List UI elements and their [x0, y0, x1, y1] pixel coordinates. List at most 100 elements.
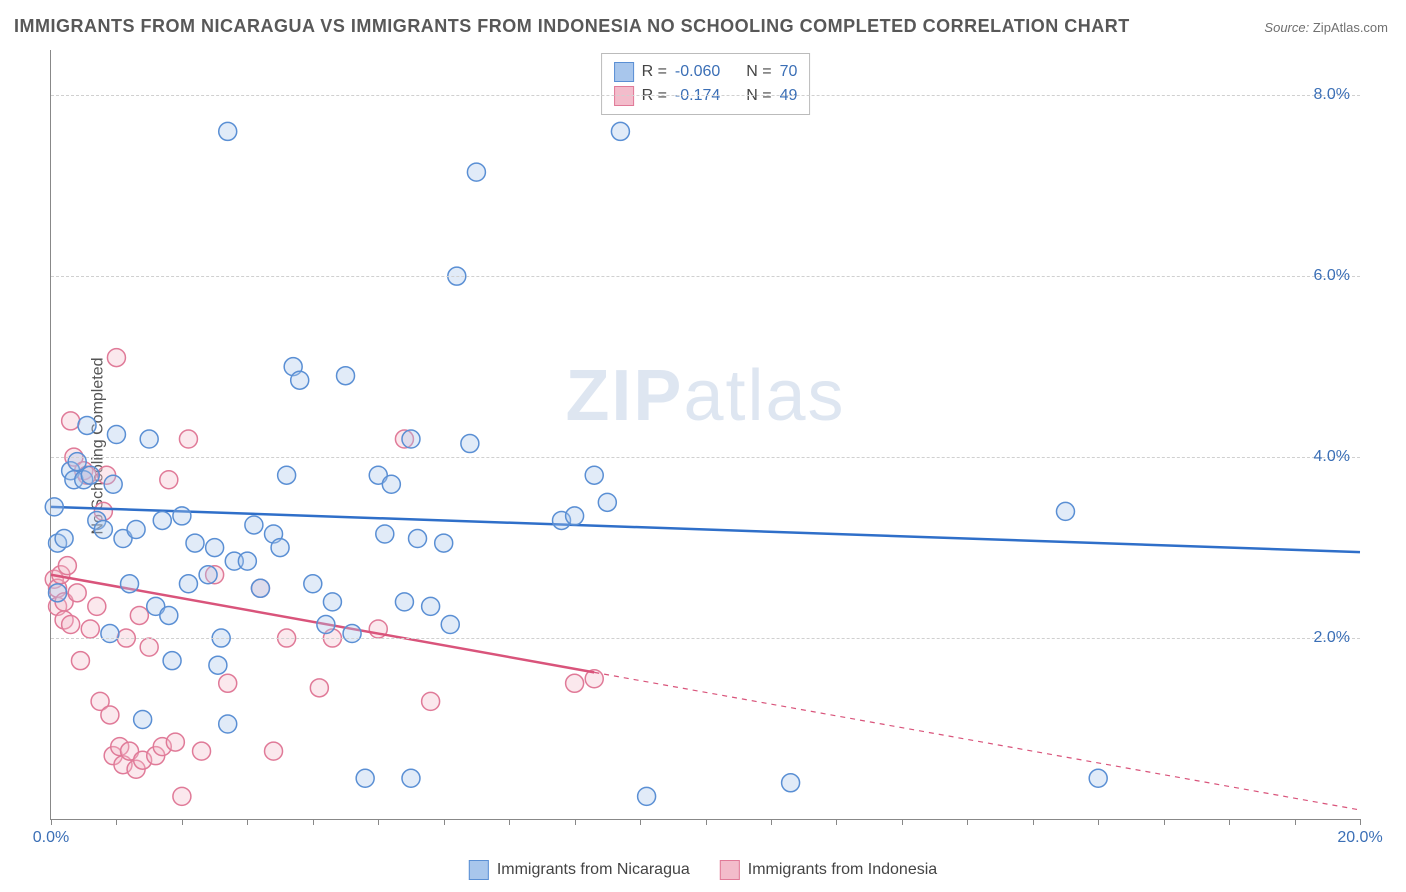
series-legend: Immigrants from Nicaragua Immigrants fro…	[469, 860, 937, 880]
scatter-point-nicaragua	[402, 430, 420, 448]
scatter-point-nicaragua	[461, 435, 479, 453]
gridline	[51, 95, 1360, 96]
x-tick	[51, 819, 52, 825]
scatter-point-indonesia	[310, 679, 328, 697]
scatter-point-indonesia	[81, 620, 99, 638]
scatter-point-indonesia	[193, 742, 211, 760]
legend-n-label: N =	[746, 60, 771, 84]
scatter-point-indonesia	[58, 557, 76, 575]
scatter-point-nicaragua	[1056, 502, 1074, 520]
y-tick-label: 8.0%	[1314, 86, 1350, 104]
y-tick-label: 2.0%	[1314, 629, 1350, 647]
legend-label-nicaragua: Immigrants from Nicaragua	[497, 861, 690, 879]
scatter-point-nicaragua	[104, 475, 122, 493]
scatter-point-nicaragua	[245, 516, 263, 534]
x-tick	[378, 819, 379, 825]
scatter-point-nicaragua	[101, 625, 119, 643]
scatter-point-nicaragua	[441, 615, 459, 633]
x-tick	[444, 819, 445, 825]
legend-swatch-nicaragua	[614, 62, 634, 82]
legend-n-value-nicaragua: 70	[780, 60, 798, 84]
scatter-point-nicaragua	[317, 615, 335, 633]
scatter-point-indonesia	[62, 412, 80, 430]
scatter-point-nicaragua	[782, 774, 800, 792]
trend-line-dashed-indonesia	[594, 672, 1360, 810]
scatter-point-nicaragua	[55, 530, 73, 548]
scatter-point-nicaragua	[323, 593, 341, 611]
legend-row-nicaragua: R = -0.060 N = 70	[614, 60, 798, 84]
scatter-point-nicaragua	[68, 453, 86, 471]
scatter-point-nicaragua	[199, 566, 217, 584]
scatter-point-nicaragua	[127, 520, 145, 538]
scatter-point-nicaragua	[435, 534, 453, 552]
x-tick	[836, 819, 837, 825]
scatter-point-nicaragua	[382, 475, 400, 493]
scatter-point-nicaragua	[134, 710, 152, 728]
scatter-point-indonesia	[62, 615, 80, 633]
scatter-point-nicaragua	[271, 539, 289, 557]
scatter-point-nicaragua	[291, 371, 309, 389]
scatter-point-nicaragua	[1089, 769, 1107, 787]
scatter-point-nicaragua	[638, 787, 656, 805]
scatter-point-indonesia	[107, 349, 125, 367]
scatter-point-nicaragua	[219, 122, 237, 140]
scatter-point-nicaragua	[121, 575, 139, 593]
x-tick	[1229, 819, 1230, 825]
x-tick	[1164, 819, 1165, 825]
scatter-point-nicaragua	[186, 534, 204, 552]
x-tick	[509, 819, 510, 825]
scatter-point-nicaragua	[173, 507, 191, 525]
scatter-point-nicaragua	[566, 507, 584, 525]
x-tick	[313, 819, 314, 825]
scatter-point-indonesia	[173, 787, 191, 805]
chart-container: IMMIGRANTS FROM NICARAGUA VS IMMIGRANTS …	[0, 0, 1406, 892]
scatter-point-nicaragua	[337, 367, 355, 385]
scatter-point-nicaragua	[163, 652, 181, 670]
scatter-point-nicaragua	[209, 656, 227, 674]
scatter-point-nicaragua	[49, 584, 67, 602]
chart-title: IMMIGRANTS FROM NICARAGUA VS IMMIGRANTS …	[14, 16, 1130, 37]
scatter-point-nicaragua	[206, 539, 224, 557]
x-tick	[116, 819, 117, 825]
scatter-point-nicaragua	[78, 416, 96, 434]
scatter-point-indonesia	[88, 597, 106, 615]
scatter-point-nicaragua	[278, 466, 296, 484]
x-tick	[247, 819, 248, 825]
scatter-point-nicaragua	[422, 597, 440, 615]
legend-r-value-nicaragua: -0.060	[675, 60, 720, 84]
scatter-point-nicaragua	[585, 466, 603, 484]
scatter-point-nicaragua	[238, 552, 256, 570]
legend-swatch-indonesia-icon	[720, 860, 740, 880]
legend-label-indonesia: Immigrants from Indonesia	[748, 861, 937, 879]
scatter-point-indonesia	[71, 652, 89, 670]
legend-item-indonesia: Immigrants from Indonesia	[720, 860, 937, 880]
scatter-point-indonesia	[179, 430, 197, 448]
scatter-point-nicaragua	[356, 769, 374, 787]
y-tick-label: 4.0%	[1314, 448, 1350, 466]
plot-area: ZIPatlas R = -0.060 N = 70 R = -0.174 N …	[50, 50, 1360, 820]
scatter-point-nicaragua	[304, 575, 322, 593]
x-tick	[1360, 819, 1361, 825]
x-tick	[575, 819, 576, 825]
scatter-point-nicaragua	[94, 520, 112, 538]
scatter-point-indonesia	[130, 606, 148, 624]
scatter-point-nicaragua	[467, 163, 485, 181]
scatter-point-nicaragua	[343, 625, 361, 643]
x-tick	[1033, 819, 1034, 825]
scatter-point-indonesia	[166, 733, 184, 751]
gridline	[51, 638, 1360, 639]
x-tick	[182, 819, 183, 825]
x-tick	[1295, 819, 1296, 825]
legend-swatch-nicaragua-icon	[469, 860, 489, 880]
source-attribution: Source: ZipAtlas.com	[1264, 20, 1388, 35]
scatter-point-indonesia	[566, 674, 584, 692]
x-tick	[1098, 819, 1099, 825]
scatter-point-nicaragua	[402, 769, 420, 787]
scatter-point-nicaragua	[376, 525, 394, 543]
x-tick	[967, 819, 968, 825]
scatter-point-indonesia	[140, 638, 158, 656]
correlation-legend: R = -0.060 N = 70 R = -0.174 N = 49	[601, 53, 811, 115]
x-tick-label: 20.0%	[1337, 829, 1382, 847]
x-tick	[902, 819, 903, 825]
scatter-point-nicaragua	[107, 426, 125, 444]
